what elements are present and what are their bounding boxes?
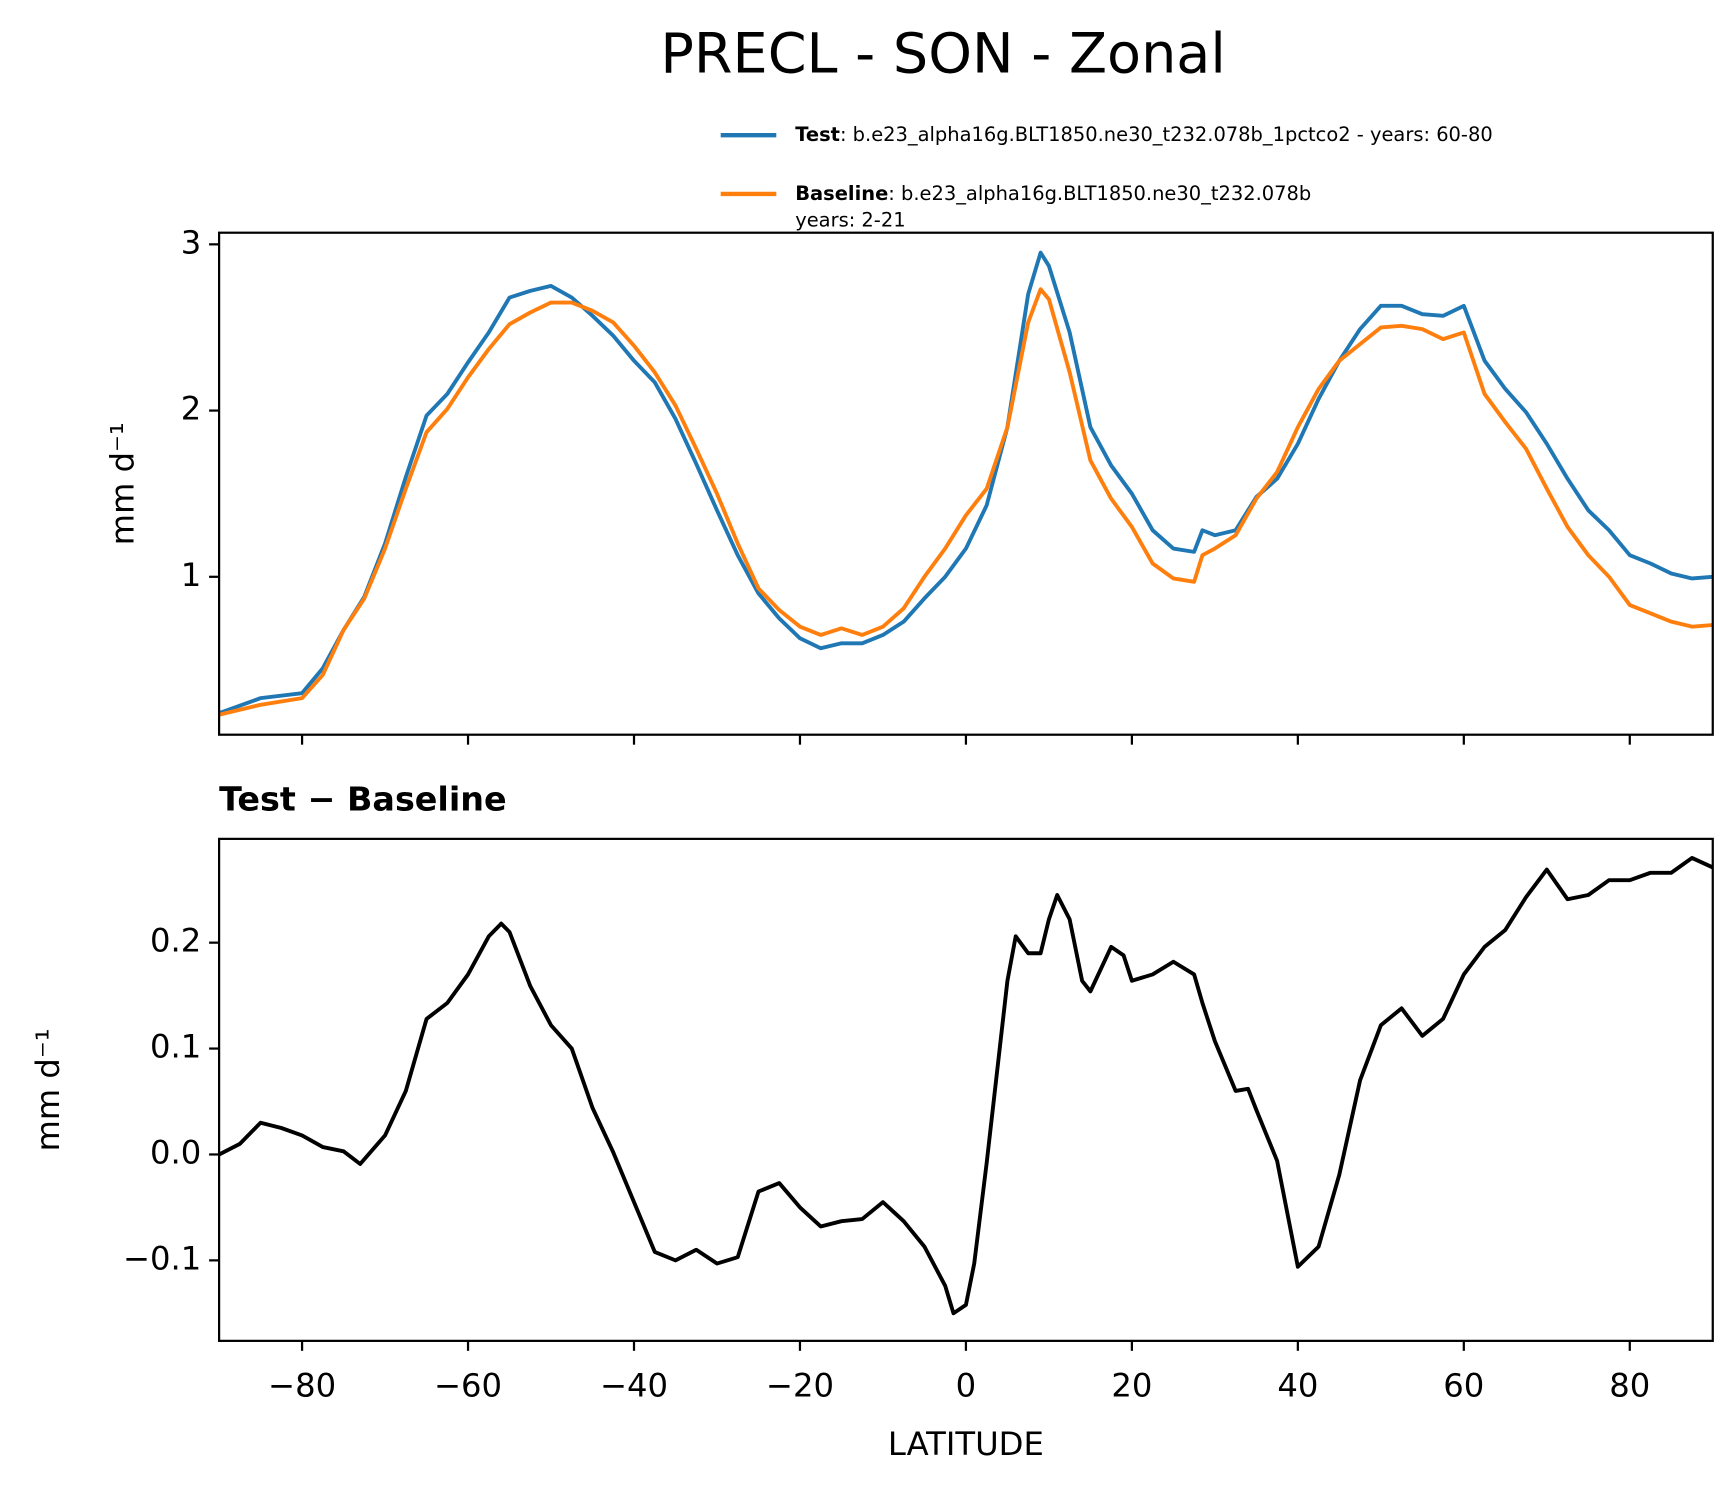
axes-frame [217, 837, 1714, 1342]
legend-label: years: 2-21 [795, 208, 905, 231]
y-tick-label: 1 [181, 556, 202, 594]
x-tick-label: −60 [434, 1366, 502, 1404]
legend-name: Baseline [795, 181, 888, 204]
y-tick-label: 0.1 [150, 1028, 201, 1066]
panel-title: Test − Baseline [219, 780, 507, 819]
y-tick-label: −0.1 [123, 1239, 201, 1277]
x-tick-label: 20 [1111, 1366, 1152, 1404]
y-axis-label: mm d⁻¹ [29, 1028, 67, 1151]
x-tick-label: 80 [1609, 1366, 1650, 1404]
y-tick-label: 2 [181, 390, 202, 428]
legend-text: years: 2-21 [795, 208, 905, 231]
data-line [219, 287, 1713, 717]
data-line [219, 855, 1713, 1316]
y-tick-label: 3 [181, 223, 202, 261]
plot-area [219, 250, 1713, 717]
plot-area [219, 855, 1713, 1316]
legend-name: Test [795, 123, 840, 146]
x-tick-label: 60 [1443, 1366, 1484, 1404]
x-tick-label: 0 [956, 1366, 977, 1404]
axes-frame [217, 231, 1714, 736]
legend-text: : b.e23_alpha16g.BLT1850.ne30_t232.078b [888, 181, 1311, 204]
legend-text: : b.e23_alpha16g.BLT1850.ne30_t232.078b_… [840, 123, 1493, 146]
figure-title: PRECL - SON - Zonal [660, 22, 1225, 87]
legend-label: Baseline: b.e23_alpha16g.BLT1850.ne30_t2… [795, 181, 1311, 204]
legend-label: Test: b.e23_alpha16g.BLT1850.ne30_t232.0… [795, 123, 1492, 146]
data-line [219, 250, 1713, 715]
y-tick-label: 0.2 [150, 922, 201, 960]
x-axis-label: LATITUDE [888, 1425, 1044, 1463]
x-tick-label: −80 [268, 1366, 336, 1404]
x-tick-label: 40 [1277, 1366, 1318, 1404]
y-axis-label: mm d⁻¹ [104, 422, 142, 545]
x-tick-label: −20 [766, 1366, 834, 1404]
x-tick-label: −40 [600, 1366, 668, 1404]
y-tick-label: 0.0 [150, 1134, 201, 1172]
